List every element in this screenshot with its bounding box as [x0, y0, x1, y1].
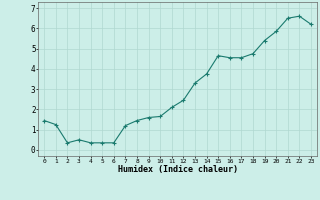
X-axis label: Humidex (Indice chaleur): Humidex (Indice chaleur)	[118, 165, 238, 174]
